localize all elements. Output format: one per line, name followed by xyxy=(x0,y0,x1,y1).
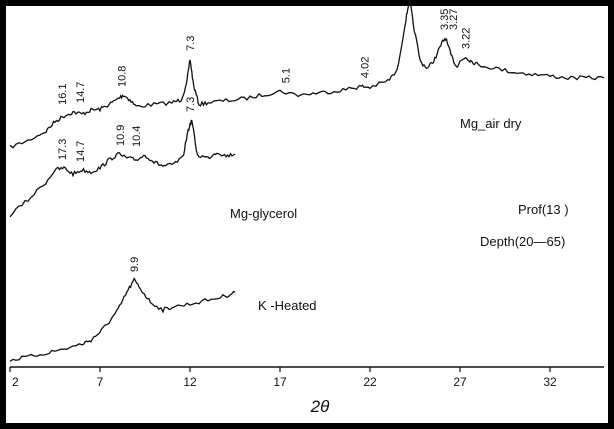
series-layer xyxy=(9,0,605,362)
series-label-2: K -Heated xyxy=(258,298,317,313)
peak-label-1-3: 10.4 xyxy=(131,126,143,147)
chart-frame xyxy=(3,3,611,426)
annotation-depth: Depth(20—65) xyxy=(480,234,565,249)
peak-label-1-0: 17.3 xyxy=(57,139,69,160)
x-tick-label-1: 7 xyxy=(97,375,104,389)
x-tick-label-5: 27 xyxy=(453,375,467,389)
x-tick-label-6: 32 xyxy=(543,375,557,389)
series-line-0 xyxy=(9,0,605,149)
peak-label-0-7: 3.35 xyxy=(439,9,451,30)
peak-label-0-4: 5.1 xyxy=(280,68,292,83)
x-axis-label: 2θ xyxy=(310,397,330,416)
peak-label-0-9: 3.22 xyxy=(460,28,472,49)
peak-label-0-3: 7.3 xyxy=(185,36,197,51)
x-tick-label-2: 12 xyxy=(183,375,197,389)
peak-label-1-4: 7.3 xyxy=(185,97,197,112)
labels-layer: Mg_air dry16.114.710.87.35.14.023.593.35… xyxy=(57,9,522,313)
peak-label-0-8: 3.27 xyxy=(448,9,460,30)
peak-label-0-0: 16.1 xyxy=(57,83,69,104)
series-line-2 xyxy=(9,277,236,362)
x-tick-label-3: 17 xyxy=(273,375,287,389)
series-line-1 xyxy=(9,119,236,218)
peak-label-1-2: 10.9 xyxy=(115,125,127,146)
x-tick-label-4: 22 xyxy=(363,375,377,389)
peak-label-0-2: 10.8 xyxy=(117,66,129,87)
peak-label-2-0: 9.9 xyxy=(129,257,141,272)
peak-label-0-1: 14.7 xyxy=(75,82,87,103)
peak-label-0-5: 4.02 xyxy=(360,57,372,78)
x-tick-label-0: 2 xyxy=(12,375,19,389)
annotation-profile: Prof(13 ) xyxy=(518,202,569,217)
x-ticks: 2 7 12 17 22 27 32 xyxy=(9,367,557,389)
peak-label-1-1: 14.7 xyxy=(75,141,87,162)
series-label-1: Mg-glycerol xyxy=(230,206,297,221)
series-label-0: Mg_air dry xyxy=(460,116,522,131)
